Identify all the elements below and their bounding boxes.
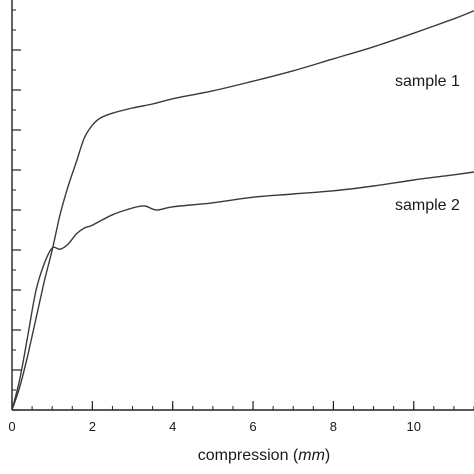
series-line-sample-1 bbox=[11, 10, 474, 411]
x-tick-label: 0 bbox=[8, 419, 15, 434]
series-labels: sample 1 sample 2 bbox=[395, 73, 460, 214]
x-axis-label: compression (mm) bbox=[198, 447, 330, 464]
x-tick-label: 2 bbox=[89, 419, 96, 434]
x-tick-labels: 0 2 4 6 8 10 bbox=[8, 419, 421, 434]
series-label-sample-1: sample 1 bbox=[395, 73, 460, 90]
series-label-sample-2: sample 2 bbox=[395, 197, 460, 214]
series-line-sample-2 bbox=[11, 171, 474, 411]
x-tick-label: 8 bbox=[330, 419, 337, 434]
x-tick-label: 4 bbox=[169, 419, 176, 434]
series-lines bbox=[11, 10, 474, 411]
x-tick-label: 10 bbox=[407, 419, 421, 434]
x-tick-label: 6 bbox=[249, 419, 256, 434]
